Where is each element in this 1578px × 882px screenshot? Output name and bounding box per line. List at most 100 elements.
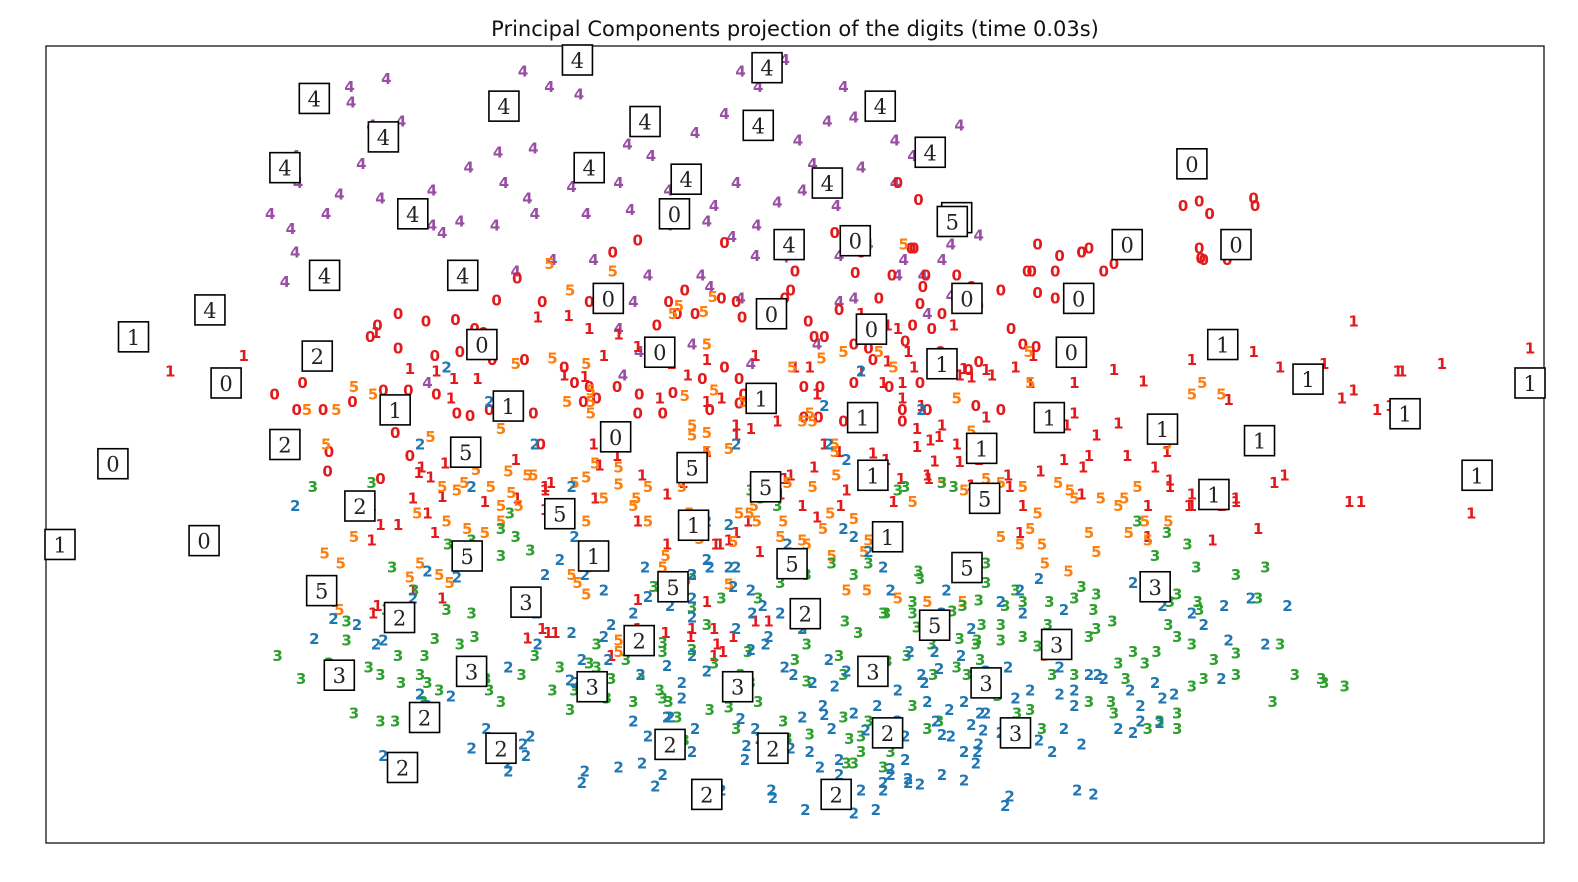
digit-point-4: 4 bbox=[290, 243, 300, 261]
digit-thumbnail-1: 1 bbox=[1292, 363, 1324, 395]
digit-thumbnail-5: 5 bbox=[449, 436, 482, 468]
digit-point-0: 0 bbox=[887, 266, 897, 284]
digit-point-1: 1 bbox=[797, 497, 807, 515]
digit-point-3: 3 bbox=[1231, 566, 1241, 584]
thumbnail-frame bbox=[592, 282, 625, 315]
digit-thumbnail-1: 1 bbox=[677, 509, 710, 542]
thumbnail-digit-image: 3 bbox=[333, 664, 346, 688]
digit-point-2: 2 bbox=[599, 582, 609, 600]
digit-point-2: 2 bbox=[1084, 666, 1094, 684]
thumbnail-digit-image: 5 bbox=[759, 476, 772, 500]
plot-area-frame bbox=[45, 45, 1545, 844]
digit-point-2: 2 bbox=[946, 728, 956, 746]
digit-point-1: 1 bbox=[888, 493, 898, 511]
thumbnail-digit-image: 2 bbox=[881, 722, 894, 746]
digit-point-1: 1 bbox=[790, 359, 800, 377]
digit-point-0: 0 bbox=[1076, 243, 1086, 261]
digit-point-2: 2 bbox=[849, 705, 859, 723]
digit-point-2: 2 bbox=[1088, 785, 1098, 803]
thumbnail-frame bbox=[749, 470, 782, 503]
digit-point-1: 1 bbox=[743, 512, 753, 530]
digit-point-2: 2 bbox=[746, 641, 756, 659]
digit-point-1: 1 bbox=[393, 516, 403, 534]
digit-point-1: 1 bbox=[580, 368, 590, 386]
digit-point-1: 1 bbox=[909, 359, 919, 377]
digit-point-5: 5 bbox=[608, 262, 618, 280]
digit-point-3: 3 bbox=[922, 720, 932, 738]
digit-point-2: 2 bbox=[565, 672, 575, 690]
digit-thumbnail-0: 0 bbox=[755, 297, 788, 330]
digit-point-3: 3 bbox=[530, 647, 540, 665]
digit-point-5: 5 bbox=[613, 632, 623, 650]
digit-point-1: 1 bbox=[750, 612, 760, 630]
digit-point-2: 2 bbox=[760, 635, 770, 653]
digit-point-2: 2 bbox=[643, 728, 653, 746]
digit-thumbnail-4: 4 bbox=[864, 90, 897, 122]
digit-thumbnail-1: 1 bbox=[1514, 367, 1546, 399]
digit-point-0: 0 bbox=[584, 378, 594, 396]
digit-point-3: 3 bbox=[443, 535, 453, 553]
digit-point-1: 1 bbox=[1015, 524, 1025, 542]
thumbnail-digit-image: 1 bbox=[866, 464, 879, 488]
digit-point-2: 2 bbox=[827, 720, 837, 738]
digit-thumbnail-2: 2 bbox=[408, 701, 441, 734]
digit-point-3: 3 bbox=[926, 635, 936, 653]
digit-point-5: 5 bbox=[496, 420, 506, 438]
digit-point-3: 3 bbox=[863, 555, 873, 573]
thumbnail-frame bbox=[269, 151, 301, 184]
digit-point-2: 2 bbox=[309, 630, 319, 648]
thumbnail-digit-image: 4 bbox=[924, 141, 937, 165]
thumbnail-digit-image: 0 bbox=[1229, 234, 1242, 258]
digit-point-2: 2 bbox=[1157, 689, 1167, 707]
digit-point-4: 4 bbox=[321, 205, 331, 223]
digit-thumbnail-3: 3 bbox=[721, 670, 754, 703]
digit-point-2: 2 bbox=[747, 605, 757, 623]
digit-point-2: 2 bbox=[757, 597, 767, 615]
digit-thumbnail-1: 1 bbox=[379, 394, 411, 426]
digit-point-2: 2 bbox=[971, 755, 981, 773]
digit-point-1: 1 bbox=[715, 535, 725, 553]
digit-point-2: 2 bbox=[966, 716, 976, 734]
thumbnail-digit-image: 1 bbox=[1470, 464, 1483, 488]
digit-point-3: 3 bbox=[375, 712, 385, 730]
digit-point-1: 1 bbox=[165, 362, 175, 380]
digit-thumbnail-1: 1 bbox=[1461, 459, 1493, 492]
digit-point-4: 4 bbox=[772, 193, 782, 211]
thumbnail-frame bbox=[864, 90, 897, 122]
thumbnail-digit-image: 1 bbox=[1301, 368, 1314, 392]
digit-point-4: 4 bbox=[396, 113, 406, 131]
thumbnail-frame bbox=[1040, 628, 1073, 661]
digit-point-0: 0 bbox=[1054, 247, 1064, 265]
thumbnail-frame bbox=[1198, 478, 1230, 511]
digit-point-1: 1 bbox=[702, 593, 712, 611]
digit-point-1: 1 bbox=[416, 459, 426, 477]
digit-point-5: 5 bbox=[599, 489, 609, 507]
digit-point-5: 5 bbox=[425, 428, 435, 446]
thumbnail-digit-image: 4 bbox=[583, 157, 596, 181]
digit-point-3: 3 bbox=[838, 708, 848, 726]
digit-point-5: 5 bbox=[818, 520, 828, 538]
digit-point-5: 5 bbox=[405, 569, 415, 587]
digit-point-4: 4 bbox=[834, 293, 844, 311]
digit-point-1: 1 bbox=[1466, 505, 1476, 523]
digit-point-2: 2 bbox=[878, 559, 888, 577]
digit-point-3: 3 bbox=[834, 647, 844, 665]
digit-point-3: 3 bbox=[1091, 585, 1101, 603]
digit-point-5: 5 bbox=[643, 512, 653, 530]
digit-point-3: 3 bbox=[705, 701, 715, 719]
digit-point-2: 2 bbox=[662, 657, 672, 675]
digit-thumbnail-5: 5 bbox=[918, 609, 951, 642]
digit-point-2: 2 bbox=[856, 362, 866, 380]
digit-point-1: 1 bbox=[897, 374, 907, 392]
digit-point-1: 1 bbox=[660, 624, 670, 642]
digit-point-1: 1 bbox=[1143, 497, 1153, 515]
digit-thumbnail-4: 4 bbox=[488, 90, 520, 122]
digit-point-4: 4 bbox=[735, 289, 745, 307]
thumbnail-digit-image: 1 bbox=[1216, 334, 1229, 358]
digit-point-5: 5 bbox=[480, 524, 490, 542]
digit-point-5: 5 bbox=[547, 349, 557, 367]
digit-point-2: 2 bbox=[885, 760, 895, 778]
digit-point-2: 2 bbox=[415, 685, 425, 703]
digit-thumbnail-1: 1 bbox=[1033, 401, 1066, 434]
